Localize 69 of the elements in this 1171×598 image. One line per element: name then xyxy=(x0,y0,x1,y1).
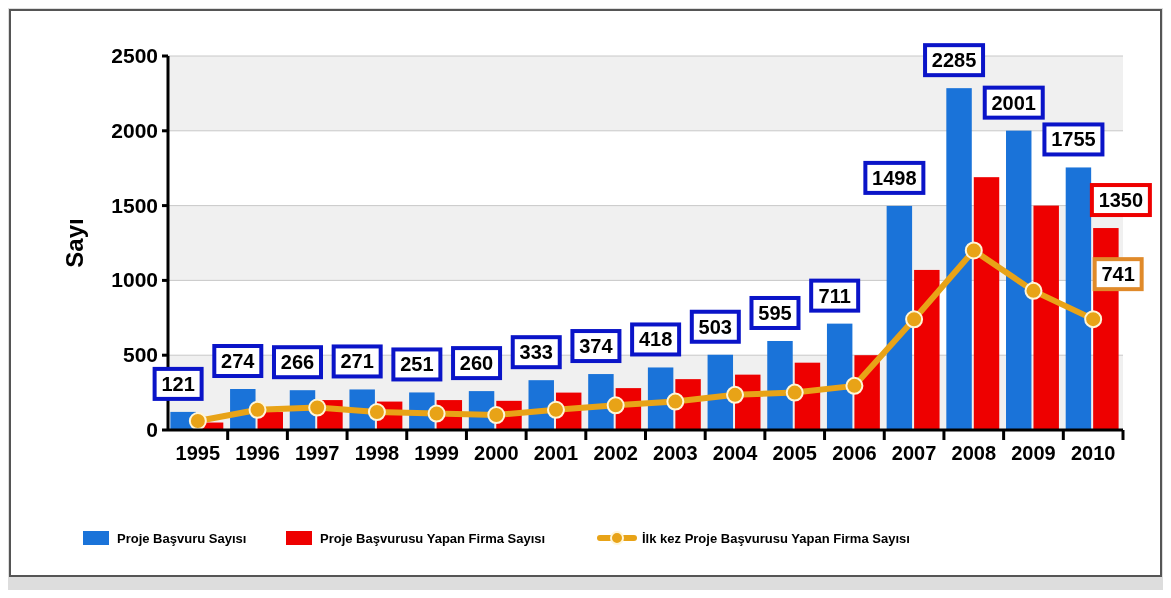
point xyxy=(427,404,446,423)
legend-label: Proje Başvuru Sayısı xyxy=(117,531,247,546)
x-tick-label: 2007 xyxy=(891,442,937,464)
x-tick-label: 1997 xyxy=(294,442,340,464)
data-label: 266 xyxy=(280,351,315,374)
bar xyxy=(1065,167,1092,430)
data-label: 418 xyxy=(638,328,673,351)
x-tick-label: 2005 xyxy=(772,442,817,464)
x-tick-label: 1999 xyxy=(414,442,459,464)
bar xyxy=(946,88,972,430)
data-label: 251 xyxy=(400,353,434,376)
point xyxy=(1024,281,1043,300)
x-tick-label: 2000 xyxy=(474,442,519,464)
data-label: 333 xyxy=(519,341,553,364)
bar xyxy=(826,323,853,430)
bar xyxy=(973,177,1000,430)
point xyxy=(546,400,565,419)
data-label: 260 xyxy=(459,352,494,375)
point xyxy=(785,383,804,402)
x-tick-label: 1995 xyxy=(175,442,221,464)
y-tick-label: 0 xyxy=(146,418,158,441)
y-tick-label: 2500 xyxy=(111,44,158,67)
y-tick-label: 2000 xyxy=(111,118,158,142)
x-tick-label: 1998 xyxy=(354,442,400,464)
x-tick-label: 2003 xyxy=(653,442,698,464)
x-tick-label: 2006 xyxy=(832,442,877,464)
data-label: 2001 xyxy=(991,91,1036,114)
bar xyxy=(767,340,793,430)
point xyxy=(487,406,506,425)
x-tick-label: 2008 xyxy=(951,442,997,464)
data-label: 741 xyxy=(1101,263,1135,286)
y-tick-label: 1000 xyxy=(111,268,158,292)
x-tick-label: 2010 xyxy=(1070,442,1116,464)
data-label: 274 xyxy=(221,350,256,373)
point xyxy=(188,412,207,431)
legend-label: Proje Başvurusu Yapan Firma Sayısı xyxy=(320,531,546,546)
y-tick-label: 500 xyxy=(122,343,158,367)
data-label: 2285 xyxy=(931,49,977,72)
point xyxy=(905,310,924,329)
x-tick-label: 2004 xyxy=(712,442,759,464)
x-tick-label: 2001 xyxy=(533,442,579,464)
data-label: 711 xyxy=(818,284,851,307)
x-tick-label: 2002 xyxy=(593,442,638,464)
data-label: 503 xyxy=(698,315,732,338)
point xyxy=(845,376,864,395)
point xyxy=(666,392,685,411)
data-label: 595 xyxy=(758,301,792,324)
x-tick-label: 1996 xyxy=(235,442,280,464)
bar xyxy=(1006,130,1032,430)
point xyxy=(248,400,267,419)
data-label: 1350 xyxy=(1098,189,1144,212)
data-label: 374 xyxy=(579,335,614,358)
data-label: 1498 xyxy=(872,166,917,189)
bar xyxy=(1033,205,1059,430)
data-label: 271 xyxy=(340,350,374,373)
point xyxy=(1084,310,1103,329)
point xyxy=(964,241,983,260)
point xyxy=(367,403,386,422)
bar xyxy=(914,269,940,430)
y-axis-title: Sayı xyxy=(61,218,88,268)
point xyxy=(308,398,327,417)
data-label: 121 xyxy=(161,372,195,395)
bar xyxy=(886,205,913,430)
data-label: 1755 xyxy=(1051,128,1096,151)
point xyxy=(606,396,625,415)
point xyxy=(726,385,745,404)
x-tick-label: 2009 xyxy=(1011,442,1056,464)
legend-label: İlk kez Proje Başvurusu Yapan Firma Sayısı xyxy=(642,531,910,546)
y-tick-label: 1500 xyxy=(111,193,158,217)
